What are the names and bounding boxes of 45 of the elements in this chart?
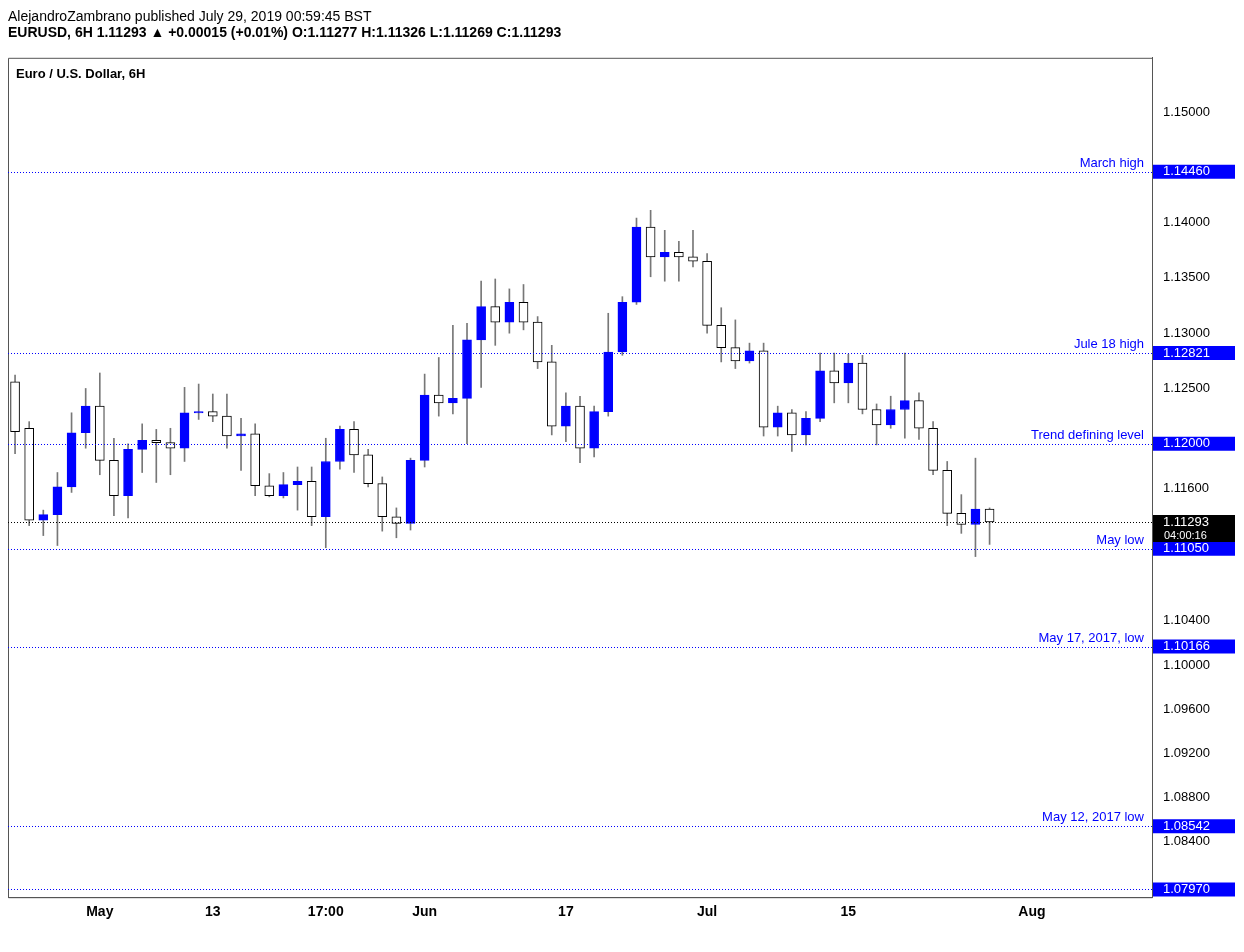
x-tick-label: Aug xyxy=(1018,903,1046,920)
y-tick-label: 1.11293 xyxy=(1163,513,1210,529)
ref-line-label: Trend defining level xyxy=(1031,426,1145,442)
text: Euro / U.S. Dollar, 6H xyxy=(16,65,146,81)
candlestick xyxy=(674,241,684,282)
y-tick-label: 1.10400 xyxy=(1163,612,1210,628)
y-tick-label: 1.15000 xyxy=(1163,103,1210,119)
candlestick xyxy=(659,230,670,282)
candlestick xyxy=(433,357,444,417)
ref-line-label: May 12, 2017 low xyxy=(1042,809,1145,825)
x-tick-label: 13 xyxy=(205,903,221,920)
ref-line-label: May low xyxy=(1096,531,1145,547)
y-tick-label: 1.12000 xyxy=(1163,435,1210,451)
candlestick xyxy=(151,429,162,483)
x-tick-label: 17 xyxy=(558,903,574,920)
candlestick xyxy=(490,278,501,346)
y-tick-label: 1.11600 xyxy=(1163,479,1210,495)
y-tick-label: 1.09600 xyxy=(1163,700,1210,716)
ref-line-label: March high xyxy=(1079,154,1144,170)
y-tick-label: 1.08800 xyxy=(1163,789,1210,805)
ref-line-label: Jule 18 high xyxy=(1073,336,1144,352)
text: AlejandroZambrano published July 29, 2019 00:59:45 BST xyxy=(8,8,373,24)
x-tick-label: 15 xyxy=(840,903,857,920)
y-tick-label: 1.09200 xyxy=(1163,745,1210,761)
y-tick-label: 1.14460 xyxy=(1163,163,1210,179)
y-tick-label: 1.12500 xyxy=(1163,380,1210,396)
text: 04:00:16 xyxy=(1164,528,1207,541)
candlestick xyxy=(38,509,49,536)
y-tick-label: 1.10000 xyxy=(1163,656,1210,672)
y-tick-label: 1.08400 xyxy=(1163,833,1210,849)
x-tick-label: 17:00 xyxy=(307,903,344,920)
y-tick-label: 1.07970 xyxy=(1163,881,1210,897)
x-tick-label: Jul xyxy=(696,903,718,920)
y-tick-label: 1.13000 xyxy=(1163,324,1210,340)
x-tick-label: May xyxy=(86,903,114,920)
y-tick-label: 1.13500 xyxy=(1163,269,1210,285)
y-tick-label: 1.11050 xyxy=(1163,540,1210,556)
chart-subtitle: EURUSD, 6H 1.11293 ▲ +0.00015 (+0.01%) O:1.11277 H:1.11326 L:1.11269 C:1.11293 xyxy=(8,24,563,40)
x-tick-label: Jun xyxy=(412,903,438,920)
candlestick xyxy=(207,393,218,422)
y-tick-label: 1.12821 xyxy=(1163,344,1210,360)
y-tick-label: 1.14000 xyxy=(1163,214,1210,230)
y-tick-label: 1.10166 xyxy=(1163,638,1210,654)
y-tick-label: 1.08542 xyxy=(1163,817,1210,833)
ref-line-label: May 17, 2017, low xyxy=(1038,629,1145,645)
